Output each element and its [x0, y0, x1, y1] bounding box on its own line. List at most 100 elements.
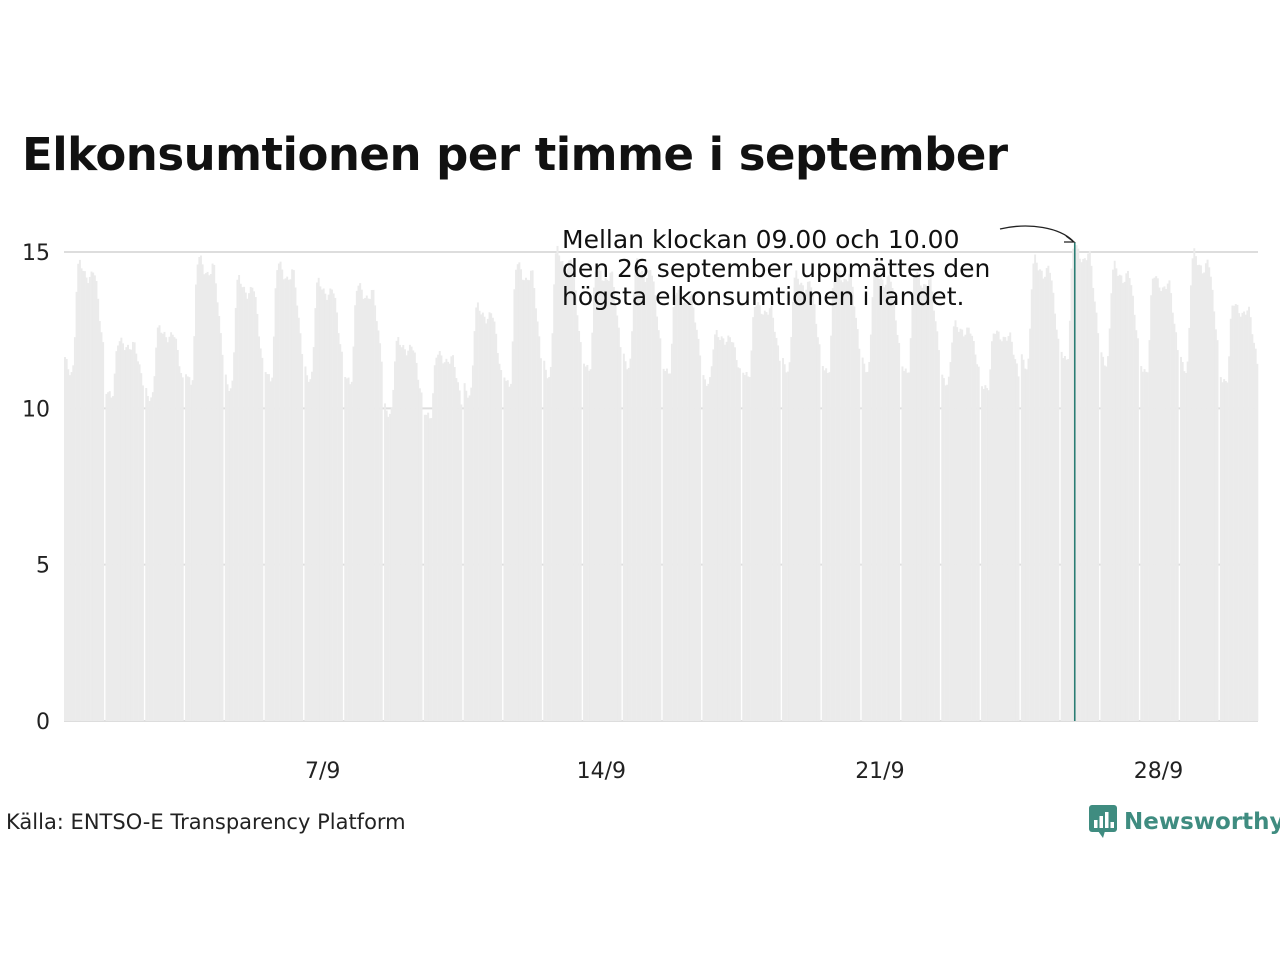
hour-bar: [1110, 293, 1113, 721]
hour-bar: [471, 365, 474, 721]
hour-bar: [294, 287, 297, 721]
hour-bar: [402, 345, 405, 721]
hour-bar: [390, 407, 393, 721]
hour-bar: [321, 289, 323, 721]
hour-bar: [65, 358, 68, 721]
hour-bar: [647, 270, 650, 721]
hour-bar: [1054, 313, 1056, 721]
hour-bar: [1141, 371, 1144, 721]
hour-bar: [483, 316, 486, 721]
hour-bar: [699, 355, 702, 721]
source-note: Källa: ENTSO-E Transparency Platform: [6, 810, 406, 834]
hour-bar: [344, 377, 347, 721]
hour-bar: [1044, 276, 1047, 721]
hour-bar: [1022, 359, 1025, 721]
hour-bar: [453, 367, 456, 721]
hour-bar: [838, 270, 841, 721]
hour-bar: [591, 332, 594, 721]
hour-bar: [918, 275, 920, 721]
hour-bar: [748, 377, 751, 721]
hour-bar: [335, 312, 338, 721]
hour-bar: [1146, 372, 1149, 721]
hour-bar: [427, 412, 430, 721]
hour-bar: [523, 280, 526, 721]
hour-bar: [712, 349, 715, 721]
hour-bar: [214, 283, 217, 721]
hour-bar: [866, 371, 869, 721]
hour-bar: [1254, 348, 1257, 721]
hour-bar: [632, 291, 635, 721]
hour-bar: [533, 287, 536, 721]
hour-bar: [175, 338, 178, 721]
hour-bar: [437, 354, 440, 721]
hour-bar: [914, 274, 917, 721]
hour-bar: [83, 271, 86, 721]
hour-bar: [267, 374, 270, 721]
brand-logo[interactable]: Newsworthy: [1088, 804, 1280, 840]
hour-bar: [851, 286, 854, 721]
hour-bar: [1032, 263, 1035, 721]
hour-bar: [97, 298, 100, 721]
hour-bar: [977, 366, 980, 721]
y-tick-label: 5: [36, 554, 50, 579]
y-axis-ticks: 0 5 10 15: [22, 241, 50, 735]
hour-bar: [1161, 287, 1164, 721]
hour-bar: [971, 335, 974, 721]
hour-bar: [936, 331, 939, 721]
hour-bar: [828, 372, 831, 721]
hour-bar: [289, 279, 292, 721]
hour-bar: [1181, 361, 1184, 721]
hour-bar: [884, 284, 887, 721]
hour-bar: [1253, 342, 1255, 721]
hour-bar: [906, 372, 909, 721]
hour-bar: [942, 378, 945, 721]
hour-bar: [757, 302, 760, 721]
hour-bar: [720, 336, 723, 721]
hour-bar: [1009, 332, 1012, 721]
hour-bar: [976, 364, 979, 721]
hour-bar: [604, 277, 607, 721]
hour-bar: [539, 358, 542, 721]
hour-bar: [717, 337, 720, 721]
hour-bar: [178, 366, 181, 721]
hour-bar: [714, 334, 717, 721]
hour-bar: [1201, 273, 1204, 721]
hour-bar: [435, 357, 438, 721]
hour-bar: [871, 297, 874, 721]
hour-bar: [445, 358, 448, 721]
hour-bar: [863, 363, 866, 721]
hour-bar: [881, 279, 884, 721]
hour-bar: [964, 334, 967, 721]
hour-bar: [568, 260, 571, 721]
hour-bar: [1063, 356, 1066, 721]
hour-bar: [1191, 258, 1194, 721]
hour-bar: [617, 327, 620, 721]
hour-bar: [1143, 369, 1146, 721]
hour-bar: [327, 294, 330, 721]
hour-bar: [670, 343, 673, 721]
hour-bar: [586, 364, 589, 721]
hour-bar: [594, 271, 597, 721]
hour-bar: [80, 268, 83, 721]
hour-bar: [473, 331, 476, 721]
hour-bar: [1055, 329, 1058, 721]
hour-bar: [68, 375, 71, 721]
hour-bar: [340, 351, 343, 721]
hour-bar: [1196, 265, 1199, 721]
hour-bar: [707, 383, 710, 721]
hour-bar: [538, 336, 541, 721]
hour-bar: [913, 276, 916, 721]
hour-bar: [1007, 336, 1010, 721]
hour-bar: [1105, 366, 1108, 721]
hour-bar: [1185, 373, 1187, 721]
hour-bar: [730, 342, 733, 721]
hour-bar: [1170, 293, 1173, 721]
hour-bar: [1093, 301, 1096, 721]
hour-bar: [574, 290, 577, 721]
hour-bar: [682, 303, 685, 721]
hour-bar: [405, 355, 408, 721]
hour-bar: [823, 370, 826, 721]
hour-bar: [1135, 330, 1138, 721]
hour-bar: [364, 297, 367, 721]
hour-bar: [299, 333, 302, 721]
